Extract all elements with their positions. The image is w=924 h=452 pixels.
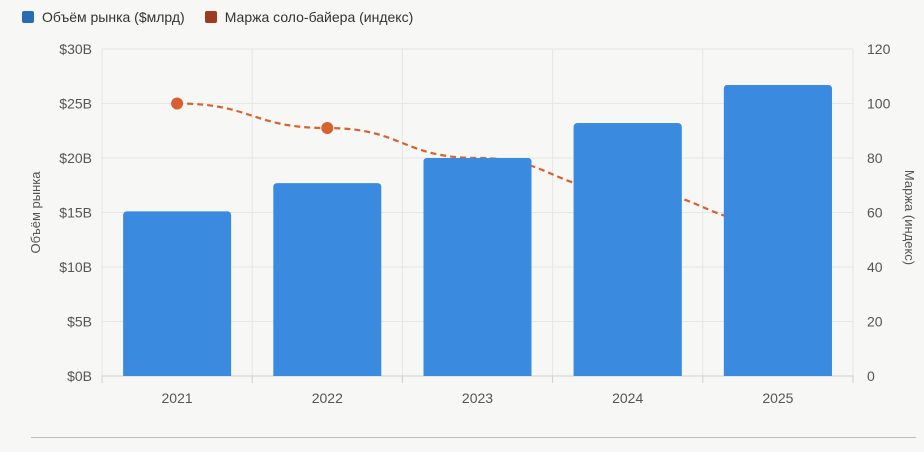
y-axis-left-tick-label: $25B <box>59 96 92 112</box>
y-axis-left-tick-label: $20B <box>59 150 92 166</box>
legend-item-market-volume[interactable]: Объём рынка ($млрд) <box>22 9 185 25</box>
y-axis-left-tick-label: $5B <box>67 314 92 330</box>
y-axis-right-tick-label: 120 <box>867 41 891 57</box>
bar-overlay-2025 <box>723 84 832 376</box>
x-axis-tick-label: 2024 <box>612 390 643 406</box>
y-axis-right-tick-label: 20 <box>867 314 883 330</box>
x-axis-tick-label: 2022 <box>312 390 343 406</box>
legend-swatch-bar <box>22 11 34 23</box>
line-point-2022 <box>321 122 334 135</box>
y-axis-right-tick-label: 60 <box>867 205 883 221</box>
chart-legend: Объём рынка ($млрд) Маржа соло-байера (и… <box>22 9 413 25</box>
legend-swatch-line <box>204 11 217 23</box>
y-axis-left-tick-label: $30B <box>59 41 92 57</box>
line-point-2021 <box>171 97 184 110</box>
legend-label-solo-buyer-margin: Маржа соло-байера (индекс) <box>224 9 414 25</box>
y-axis-right-title: Маржа (индекс) <box>902 170 917 265</box>
y-axis-right-tick-label: 80 <box>867 150 883 166</box>
y-axis-right-tick-label: 40 <box>867 259 883 275</box>
bar-2022 <box>273 183 382 376</box>
y-axis-left-tick-label: $0B <box>67 368 92 384</box>
bottom-divider <box>31 437 916 438</box>
bar-overlay-2024 <box>573 123 682 377</box>
x-axis-tick-label: 2025 <box>762 390 793 406</box>
y-axis-right-tick-label: 100 <box>867 96 891 112</box>
y-axis-left-title: Объём рынка <box>28 171 43 254</box>
bar-overlay-2023 <box>423 158 532 376</box>
bar-2021 <box>123 211 232 376</box>
y-axis-left-tick-label: $15B <box>59 205 92 221</box>
x-axis-tick-label: 2021 <box>162 390 193 406</box>
y-axis-right-tick-label: 0 <box>867 368 875 384</box>
y-axis-left-tick-label: $10B <box>59 259 92 275</box>
legend-item-solo-buyer-margin[interactable]: Маржа соло-байера (индекс) <box>204 9 414 25</box>
legend-label-market-volume: Объём рынка ($млрд) <box>42 9 185 25</box>
x-axis-tick-label: 2023 <box>462 390 493 406</box>
